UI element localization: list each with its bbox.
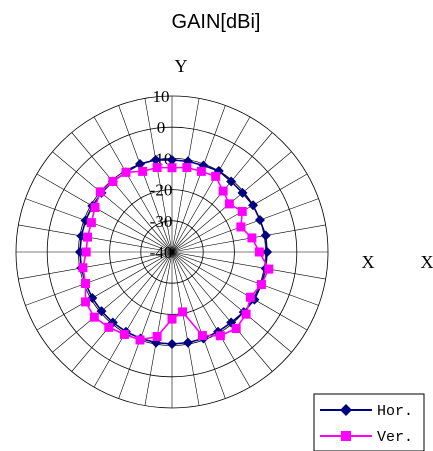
data-point-ver: [86, 218, 96, 228]
radial-tick-label: 0: [157, 118, 166, 137]
grid-spoke: [71, 132, 173, 253]
grid-spoke: [171, 251, 226, 399]
data-point-ver: [95, 187, 105, 197]
grid-spoke: [118, 251, 173, 399]
grid-spoke: [36, 251, 173, 331]
data-point-hor: [134, 159, 145, 170]
data-point-hor: [167, 339, 177, 350]
legend-label-hor: Hor.: [377, 403, 413, 420]
grid-spoke: [71, 251, 173, 372]
data-point-ver: [237, 206, 247, 216]
axis-label-x-inner: X: [362, 252, 375, 272]
data-point-ver: [121, 167, 131, 177]
data-point-ver: [90, 203, 100, 213]
data-point-ver: [152, 163, 162, 173]
grid-spoke: [171, 98, 200, 253]
data-point-ver: [236, 222, 246, 232]
grid-spoke: [118, 105, 173, 253]
data-point-ver: [167, 314, 177, 324]
data-point-ver: [81, 278, 91, 288]
data-point-hor: [260, 230, 271, 241]
grid-spoke: [171, 105, 226, 253]
data-point-ver: [78, 263, 88, 273]
data-point-ver: [196, 166, 206, 176]
data-point-ver: [119, 329, 129, 339]
axis-label-x-outer: X: [421, 252, 433, 272]
grid-spoke: [25, 198, 173, 253]
grid-spoke: [171, 251, 319, 306]
radial-tick-label: -20: [150, 181, 173, 200]
data-point-ver: [256, 280, 266, 290]
data-point-ver: [211, 171, 221, 181]
grid-spoke: [171, 251, 308, 331]
data-point-ver: [197, 331, 207, 341]
data-point-ver: [81, 297, 91, 307]
grid-spoke: [93, 251, 173, 388]
data-point-ver: [247, 233, 257, 243]
legend-marker-hor: [340, 404, 352, 416]
data-point-ver: [81, 247, 91, 257]
data-point-ver: [241, 309, 251, 319]
grid-spoke: [171, 251, 326, 280]
data-point-hor: [248, 200, 259, 211]
grid-spoke: [18, 224, 173, 253]
grid-spoke: [52, 151, 173, 253]
data-point-ver: [254, 247, 264, 257]
data-point-hor: [237, 187, 248, 198]
axis-label-y: Y: [175, 56, 188, 76]
data-point-ver: [138, 166, 148, 176]
radial-tick-label: -40: [150, 243, 173, 262]
grid-spoke: [52, 251, 173, 353]
legend-label-ver: Ver.: [377, 429, 413, 446]
grid-spoke: [93, 116, 173, 253]
grid-spoke: [171, 116, 251, 253]
data-point-ver: [215, 331, 225, 341]
chart-title: GAIN[dBi]: [172, 11, 261, 33]
grid-spoke: [171, 251, 292, 353]
data-point-ver: [83, 232, 93, 242]
data-point-hor: [182, 337, 193, 348]
legend: Hor. Ver.: [313, 393, 425, 451]
data-point-ver: [231, 323, 241, 333]
series-layer: [74, 154, 274, 350]
data-point-hor: [254, 214, 265, 225]
grid-spoke: [171, 251, 200, 406]
legend-box: [313, 393, 425, 451]
grid-spoke: [25, 251, 173, 306]
data-point-ver: [152, 331, 162, 341]
data-point-ver: [178, 307, 188, 317]
data-point-ver: [224, 199, 234, 209]
grid-spoke: [36, 173, 173, 253]
grid-spoke: [18, 251, 173, 280]
data-point-ver: [104, 322, 114, 332]
data-point-hor: [167, 154, 177, 165]
data-point-hor: [96, 306, 107, 317]
data-point-ver: [108, 176, 118, 186]
data-point-ver: [182, 163, 192, 173]
data-point-hor: [150, 154, 161, 165]
data-point-ver: [245, 292, 255, 302]
radial-tick-label: 10: [153, 87, 170, 106]
data-point-hor: [226, 176, 237, 187]
grid-spoke: [171, 251, 273, 372]
grid-spoke: [144, 98, 173, 253]
grid-spoke: [171, 251, 251, 388]
grid-spoke: [144, 251, 173, 406]
data-point-ver: [218, 186, 228, 196]
data-point-ver: [89, 312, 99, 322]
data-point-hor: [262, 247, 273, 257]
data-point-ver: [264, 264, 274, 274]
legend-marker-ver: [341, 431, 351, 441]
data-point-ver: [167, 163, 177, 173]
data-point-ver: [135, 335, 145, 345]
radial-tick-label: -30: [150, 212, 173, 231]
